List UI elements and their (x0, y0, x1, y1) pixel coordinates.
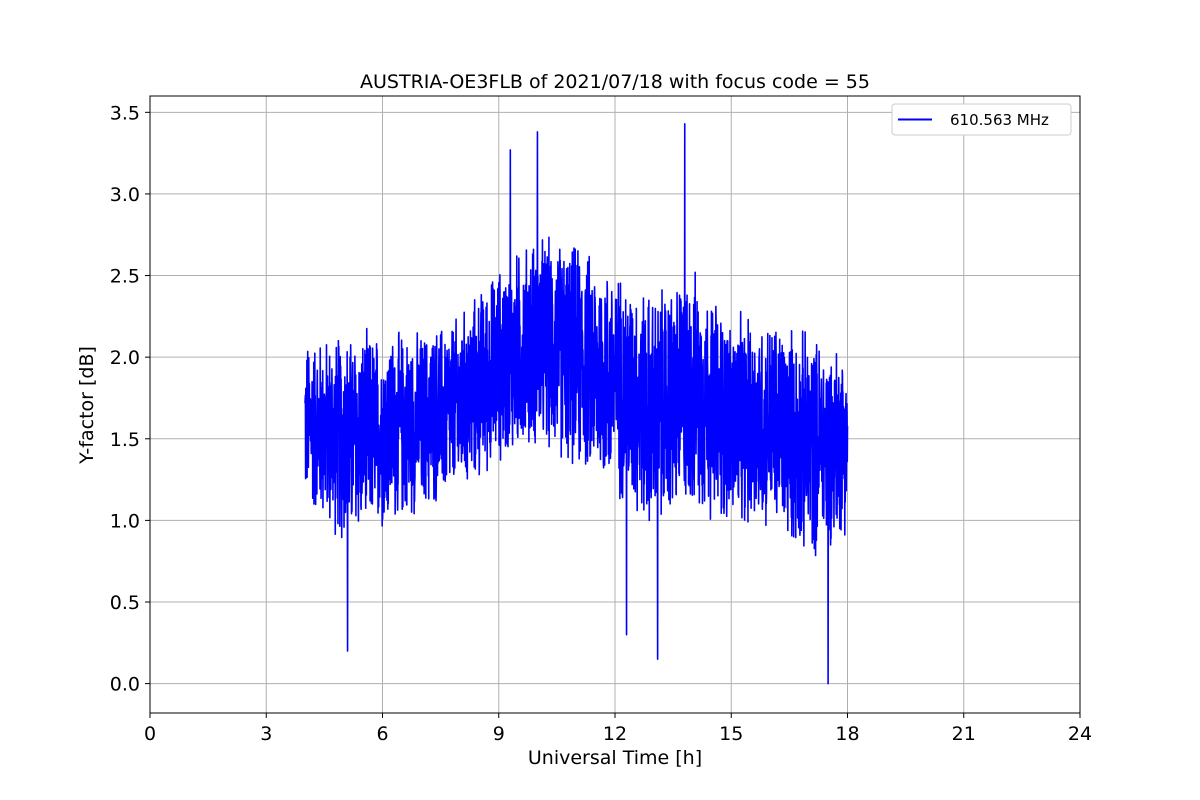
series-line-610-563-mhz (304, 122, 849, 685)
y-tick-label: 3.5 (110, 102, 140, 124)
legend-box (891, 103, 1072, 136)
x-axis: 0 3 6 9 12 15 18 21 24 (144, 713, 1092, 745)
grid-lines (149, 96, 1081, 713)
y-tick-label: 1.5 (110, 429, 140, 451)
y-axis-title: Y-factor [dB] (76, 346, 98, 465)
y-tick-label: 0.0 (110, 674, 140, 696)
series-layer (304, 122, 849, 685)
x-tick-label: 18 (835, 723, 859, 745)
x-tick-label: 3 (260, 723, 272, 745)
y-tick-label: 0.5 (110, 592, 140, 614)
x-tick-label: 9 (493, 723, 505, 745)
y-tick-label: 1.0 (110, 510, 140, 532)
x-tick-label: 0 (144, 723, 156, 745)
y-tick-label: 2.0 (110, 347, 140, 369)
x-tick-label: 24 (1068, 723, 1092, 745)
y-tick-label: 3.0 (110, 184, 140, 206)
chart-title: AUSTRIA-OE3FLB of 2021/07/18 with focus … (360, 71, 870, 93)
x-tick-label: 12 (603, 723, 627, 745)
x-tick-label: 15 (719, 723, 743, 745)
y-tick-label: 2.5 (110, 266, 140, 288)
x-tick-label: 6 (376, 723, 388, 745)
x-axis-title: Universal Time [h] (528, 747, 702, 769)
legend-label: 610.563 MHz (950, 111, 1049, 129)
legend: 610.563 MHz (891, 103, 1072, 136)
y-axis: 0.0 0.5 1.0 1.5 2.0 2.5 3.0 3.5 (110, 102, 150, 696)
x-tick-label: 21 (952, 723, 976, 745)
